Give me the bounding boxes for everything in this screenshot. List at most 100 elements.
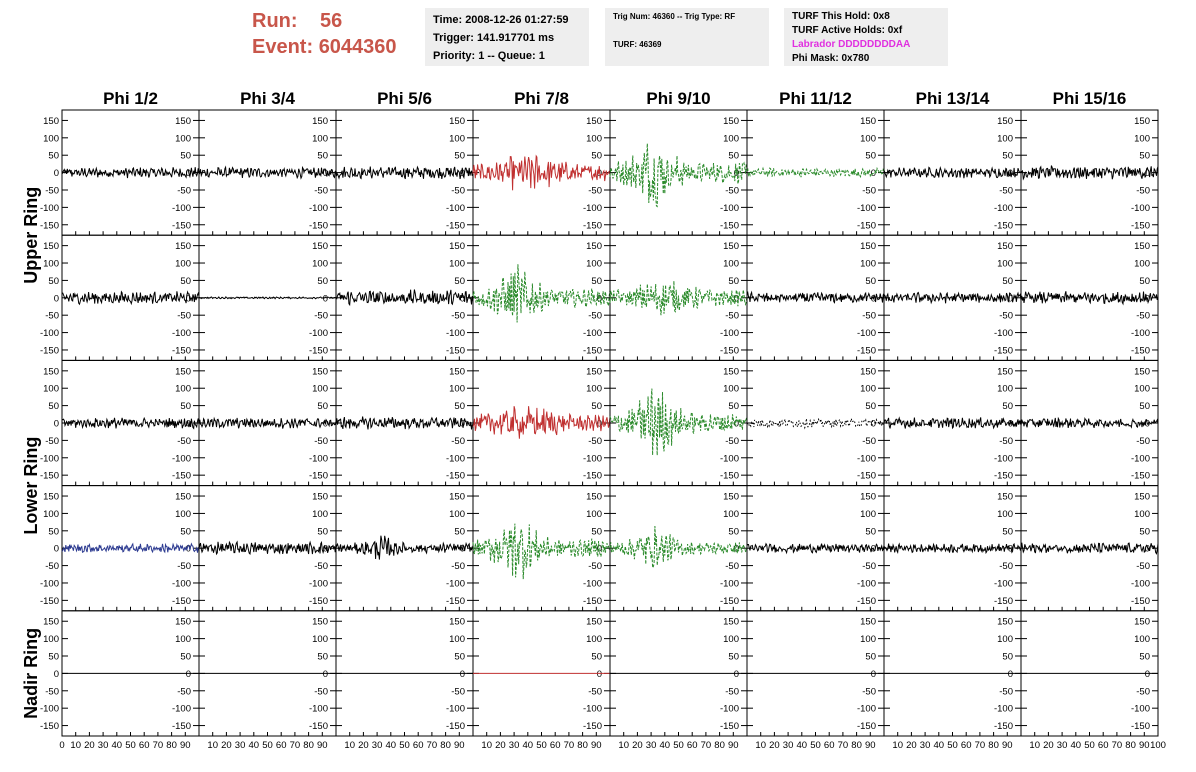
x-tick-label: 50 (125, 740, 136, 751)
y-tick-label: 150 (723, 241, 739, 252)
y-tick-label: 50 (728, 526, 739, 537)
waveform-trace (472, 523, 611, 580)
y-tick-label: 100 (43, 634, 59, 645)
y-tick-label: 50 (728, 401, 739, 412)
x-tick-label: 80 (440, 740, 451, 751)
y-tick-label: 150 (997, 116, 1013, 127)
y-tick-label: 100 (1134, 133, 1150, 144)
y-tick-label: 0 (460, 669, 465, 680)
y-tick-label: -100 (857, 328, 876, 339)
x-tick-label: 30 (235, 740, 246, 751)
y-tick-label: 100 (860, 509, 876, 520)
y-tick-label: -50 (725, 436, 739, 447)
y-tick-label: -100 (446, 704, 465, 715)
waveform-trace (1020, 542, 1159, 555)
y-tick-label: -50 (725, 561, 739, 572)
x-tick-label: 40 (934, 740, 945, 751)
y-tick-label: -100 (446, 203, 465, 214)
x-tick-label: 20 (769, 740, 780, 751)
waveform-trace (746, 542, 885, 555)
y-tick-label: -100 (583, 704, 602, 715)
turf-active-line: TURF Active Holds: 0xf (792, 25, 903, 36)
y-tick-label: -100 (857, 704, 876, 715)
y-tick-label: -100 (994, 453, 1013, 464)
y-tick-label: 50 (728, 276, 739, 287)
trigger-info-box: Trig Num: 46360 -- Trig Type: RF TURF: 4… (605, 8, 769, 66)
y-tick-label: 100 (586, 634, 602, 645)
y-tick-label: 150 (43, 492, 59, 503)
y-tick-label: 150 (175, 492, 191, 503)
y-tick-label: -150 (309, 345, 328, 356)
x-tick-label: 90 (591, 740, 602, 751)
y-tick-label: 0 (54, 544, 59, 555)
y-tick-label: -50 (45, 686, 59, 697)
y-tick-label: 150 (1134, 241, 1150, 252)
y-tick-label: 50 (1139, 652, 1150, 663)
y-tick-label: 100 (449, 259, 465, 270)
y-tick-label: -50 (725, 185, 739, 196)
y-tick-label: -100 (40, 328, 59, 339)
ring-label: Upper Ring (21, 187, 41, 284)
x-tick-label: 30 (920, 740, 931, 751)
y-tick-label: 100 (723, 509, 739, 520)
waveform-trace (883, 291, 1022, 305)
y-tick-label: 150 (586, 116, 602, 127)
x-tick-label: 20 (1043, 740, 1054, 751)
y-tick-label: 150 (860, 492, 876, 503)
x-tick-label: 30 (509, 740, 520, 751)
y-tick-label: 150 (312, 116, 328, 127)
y-tick-label: 50 (48, 276, 59, 287)
y-tick-label: -150 (583, 596, 602, 607)
y-tick-label: 100 (586, 384, 602, 395)
y-tick-label: -150 (446, 220, 465, 231)
y-tick-label: -50 (1136, 686, 1150, 697)
y-tick-label: -150 (583, 471, 602, 482)
x-tick-label: 70 (975, 740, 986, 751)
y-tick-label: 100 (449, 509, 465, 520)
waveform-trace (335, 165, 474, 180)
y-tick-label: 100 (43, 384, 59, 395)
y-tick-label: 150 (312, 492, 328, 503)
y-tick-label: 150 (449, 116, 465, 127)
x-tick-label: 10 (892, 740, 903, 751)
y-tick-label: 150 (997, 366, 1013, 377)
x-tick-label: 30 (646, 740, 657, 751)
y-tick-label: 100 (586, 509, 602, 520)
y-tick-label: 0 (54, 293, 59, 304)
x-tick-label: 50 (810, 740, 821, 751)
y-tick-label: 100 (43, 509, 59, 520)
y-tick-label: 50 (1139, 401, 1150, 412)
column-title: Phi 11/12 (779, 89, 852, 108)
y-tick-label: -100 (309, 453, 328, 464)
y-tick-label: 150 (997, 241, 1013, 252)
y-tick-label: 0 (323, 669, 328, 680)
y-tick-label: -150 (994, 721, 1013, 732)
y-tick-label: -100 (583, 203, 602, 214)
y-tick-label: -50 (451, 311, 465, 322)
waveform-trace (335, 289, 474, 307)
y-tick-label: 50 (865, 652, 876, 663)
y-tick-label: -50 (1136, 311, 1150, 322)
y-tick-label: 100 (175, 509, 191, 520)
y-tick-label: 150 (1134, 617, 1150, 628)
y-tick-label: -100 (309, 704, 328, 715)
y-tick-label: 150 (997, 617, 1013, 628)
x-tick-label: 10 (618, 740, 629, 751)
y-tick-label: -150 (172, 721, 191, 732)
y-tick-label: -150 (857, 721, 876, 732)
y-tick-label: 0 (186, 544, 191, 555)
run-event-box: Run: 56 Event: 6044360 (252, 8, 397, 60)
y-tick-label: -150 (857, 220, 876, 231)
x-tick-label: 60 (687, 740, 698, 751)
turf-line: TURF: 46369 (613, 40, 662, 49)
waveform-trace (472, 264, 611, 323)
y-tick-label: -150 (446, 471, 465, 482)
y-tick-label: -150 (446, 596, 465, 607)
phi-mask-line: Phi Mask: 0x780 (792, 53, 870, 64)
x-tick-label: 50 (673, 740, 684, 751)
y-tick-label: 0 (54, 669, 59, 680)
y-tick-label: 100 (723, 384, 739, 395)
x-tick-label: 40 (660, 740, 671, 751)
y-tick-label: 50 (591, 401, 602, 412)
x-tick-label: 60 (139, 740, 150, 751)
